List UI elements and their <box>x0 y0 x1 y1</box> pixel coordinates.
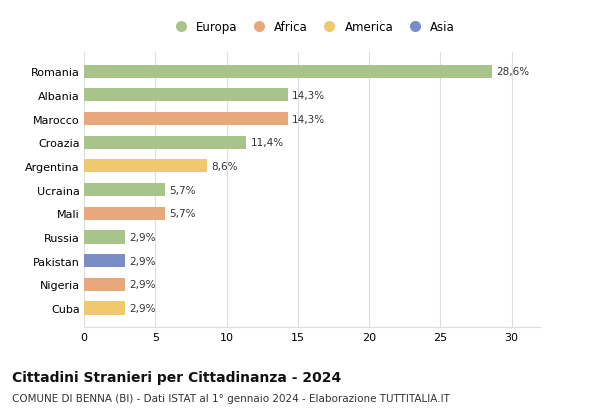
Bar <box>84 89 288 102</box>
Bar <box>84 65 491 79</box>
Legend: Europa, Africa, America, Asia: Europa, Africa, America, Asia <box>169 21 455 34</box>
Bar <box>84 207 165 220</box>
Bar <box>84 254 125 267</box>
Text: 2,9%: 2,9% <box>130 303 156 313</box>
Text: 11,4%: 11,4% <box>251 138 284 148</box>
Text: 2,9%: 2,9% <box>130 280 156 290</box>
Bar <box>84 137 247 149</box>
Text: 5,7%: 5,7% <box>170 185 196 195</box>
Bar <box>84 231 125 244</box>
Text: 28,6%: 28,6% <box>496 67 529 77</box>
Text: 2,9%: 2,9% <box>130 232 156 243</box>
Text: 5,7%: 5,7% <box>170 209 196 219</box>
Text: 8,6%: 8,6% <box>211 162 238 171</box>
Text: COMUNE DI BENNA (BI) - Dati ISTAT al 1° gennaio 2024 - Elaborazione TUTTITALIA.I: COMUNE DI BENNA (BI) - Dati ISTAT al 1° … <box>12 393 450 403</box>
Text: 14,3%: 14,3% <box>292 115 325 124</box>
Bar <box>84 160 206 173</box>
Bar <box>84 278 125 291</box>
Text: 2,9%: 2,9% <box>130 256 156 266</box>
Bar <box>84 184 165 197</box>
Text: Cittadini Stranieri per Cittadinanza - 2024: Cittadini Stranieri per Cittadinanza - 2… <box>12 370 341 384</box>
Text: 14,3%: 14,3% <box>292 91 325 101</box>
Bar <box>84 302 125 315</box>
Bar <box>84 113 288 126</box>
